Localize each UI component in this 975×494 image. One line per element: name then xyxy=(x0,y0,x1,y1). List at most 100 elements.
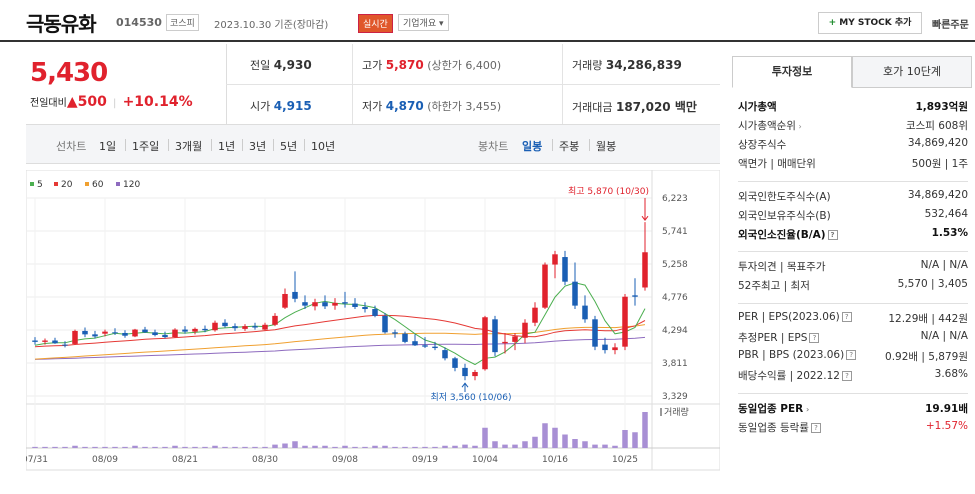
info-row: 시가총액 1,893억원 xyxy=(738,96,968,115)
price-box: 5,430 전일대비▲500 | +10.14% xyxy=(26,50,226,122)
candle-body xyxy=(122,332,128,336)
divider xyxy=(168,139,169,151)
candle-body xyxy=(262,324,268,330)
y-tick-label: 4,294 xyxy=(662,326,688,336)
tab-daily[interactable]: 일봉 xyxy=(522,140,543,153)
x-tick-label: 10/16 xyxy=(542,455,568,465)
volume-bar xyxy=(282,443,288,448)
candle-body xyxy=(102,331,108,334)
help-icon[interactable]: ? xyxy=(846,350,857,360)
help-icon[interactable]: ? xyxy=(841,312,852,322)
y-tick-label: 4,776 xyxy=(662,293,688,303)
company-overview-dropdown[interactable]: 기업개요 ▾ xyxy=(398,14,449,31)
candle-body xyxy=(512,336,518,342)
quick-order-button[interactable]: 빠른주문 xyxy=(932,20,969,31)
period-tabs: 선차트 1일 1주일 3개월 1년 3년 5년 10년 봉차트 일봉 주봉 월봉 xyxy=(26,124,720,164)
tab-1week[interactable]: 1주일 xyxy=(132,140,160,153)
tab-1year[interactable]: 1년 xyxy=(218,140,236,153)
volume-bar xyxy=(422,446,428,448)
tab-invest-info[interactable]: 투자정보 xyxy=(732,56,852,88)
info-key: 액면가 | 매매단위 xyxy=(738,158,816,170)
change-rate: +10.14% xyxy=(122,94,193,110)
max-annotation: 최고 5,870 (10/30) xyxy=(568,186,649,197)
candle-body xyxy=(62,344,68,346)
upper-limit: (상한가 6,400) xyxy=(427,59,502,72)
volume-value: 34,286,839 xyxy=(605,58,682,72)
candlestick-chart[interactable]: 6,223 5,741 5,258 4,776 4,294 3,811 3,329 07/31… xyxy=(26,170,720,490)
info-value: N/A | N/A xyxy=(920,330,968,342)
info-value: 500원 | 1주 xyxy=(911,158,968,170)
info-value: 0.92배 | 5,879원 xyxy=(885,351,968,363)
tab-1day[interactable]: 1일 xyxy=(99,140,117,153)
volume-bar xyxy=(462,444,468,448)
info-row: 외국인한도주식수(A) 34,869,420 xyxy=(738,186,968,205)
tab-monthly[interactable]: 월봉 xyxy=(596,140,617,153)
tab-order-book[interactable]: 호가 10단계 xyxy=(852,56,972,88)
prev-close-label: 전일 xyxy=(250,59,271,72)
info-row: 배당수익률 | 2022.12? 3.68% xyxy=(738,365,968,384)
amount-value: 187,020 백만 xyxy=(615,100,697,114)
candle-body xyxy=(72,330,78,344)
candle-body xyxy=(282,293,288,308)
help-icon[interactable]: ? xyxy=(810,423,821,433)
volume-bar xyxy=(202,446,208,448)
info-section: 외국인한도주식수(A) 34,869,420 외국인보유주식수(B) 532,464 외… xyxy=(738,186,968,243)
x-tick-label: 07/31 xyxy=(26,455,48,465)
prev-close-value: 4,930 xyxy=(273,58,312,72)
info-row: 52주최고 | 최저 5,570 | 3,405 xyxy=(738,275,968,294)
candle-body xyxy=(562,257,568,282)
info-value: 19.91배 xyxy=(925,403,968,415)
volume-bar xyxy=(542,423,548,448)
info-key: 추정PER | EPS? xyxy=(738,330,820,345)
info-row: 외국인소진율(B/A)? 1.53% xyxy=(738,224,968,243)
live-button[interactable]: 실시간 xyxy=(358,14,393,33)
candle-body xyxy=(32,340,38,342)
volume-bar xyxy=(612,445,618,448)
candle-body xyxy=(82,330,88,335)
max-arrow-icon xyxy=(641,198,649,221)
help-icon[interactable]: ? xyxy=(809,333,820,343)
tab-weekly[interactable]: 주봉 xyxy=(559,140,580,153)
change-label: 전일대비 xyxy=(30,98,67,109)
volume-bar xyxy=(322,445,328,448)
lower-limit: (하한가 3,455) xyxy=(427,100,502,113)
divider: | xyxy=(113,98,117,109)
info-section: PER | EPS(2023.06)? 12.29배 | 442원 추정PER | … xyxy=(738,308,968,384)
candle-body xyxy=(642,252,648,288)
volume-bar xyxy=(152,446,158,448)
change-amount: 500 xyxy=(77,94,107,110)
candle-body xyxy=(212,322,218,331)
volume-bar xyxy=(472,445,478,448)
candle-body xyxy=(502,341,508,344)
tab-3month[interactable]: 3개월 xyxy=(175,140,203,153)
my-stock-add-button[interactable]: + MY STOCK 추가 xyxy=(818,12,922,34)
info-row: 액면가 | 매매단위 500원 | 1주 xyxy=(738,153,968,172)
candle-body xyxy=(172,329,178,338)
right-tabs: 투자정보 호가 10단계 xyxy=(732,56,972,88)
info-value: N/A | N/A xyxy=(920,259,968,271)
chevron-right-icon[interactable]: › xyxy=(803,405,810,414)
volume-bar xyxy=(352,446,358,448)
tab-5year[interactable]: 5년 xyxy=(280,140,298,153)
stock-name: 극동유화 xyxy=(26,12,97,36)
tab-3year[interactable]: 3년 xyxy=(249,140,267,153)
volume-bar xyxy=(432,446,438,448)
min-annotation: 최저 3,560 (10/06) xyxy=(430,392,511,403)
tab-10year[interactable]: 10년 xyxy=(311,140,336,153)
info-key: 배당수익률 | 2022.12? xyxy=(738,368,852,383)
help-icon[interactable]: ? xyxy=(841,371,852,381)
info-value: +1.57% xyxy=(925,420,968,432)
candle-body xyxy=(182,329,188,332)
info-value: 532,464 xyxy=(924,208,968,220)
y-tick-label: 5,258 xyxy=(662,260,688,270)
volume-bar xyxy=(502,444,508,448)
candle-body xyxy=(462,367,468,377)
help-icon[interactable]: ? xyxy=(827,230,838,240)
candle-body xyxy=(572,281,578,306)
info-value: 34,869,420 xyxy=(907,137,968,149)
candle-body xyxy=(402,333,408,342)
info-value: 12.29배 | 442원 xyxy=(888,313,968,325)
info-key: 상장주식수 xyxy=(738,139,787,151)
chevron-right-icon[interactable]: › xyxy=(795,122,802,131)
info-key: 동일업종 등락률? xyxy=(738,420,821,435)
